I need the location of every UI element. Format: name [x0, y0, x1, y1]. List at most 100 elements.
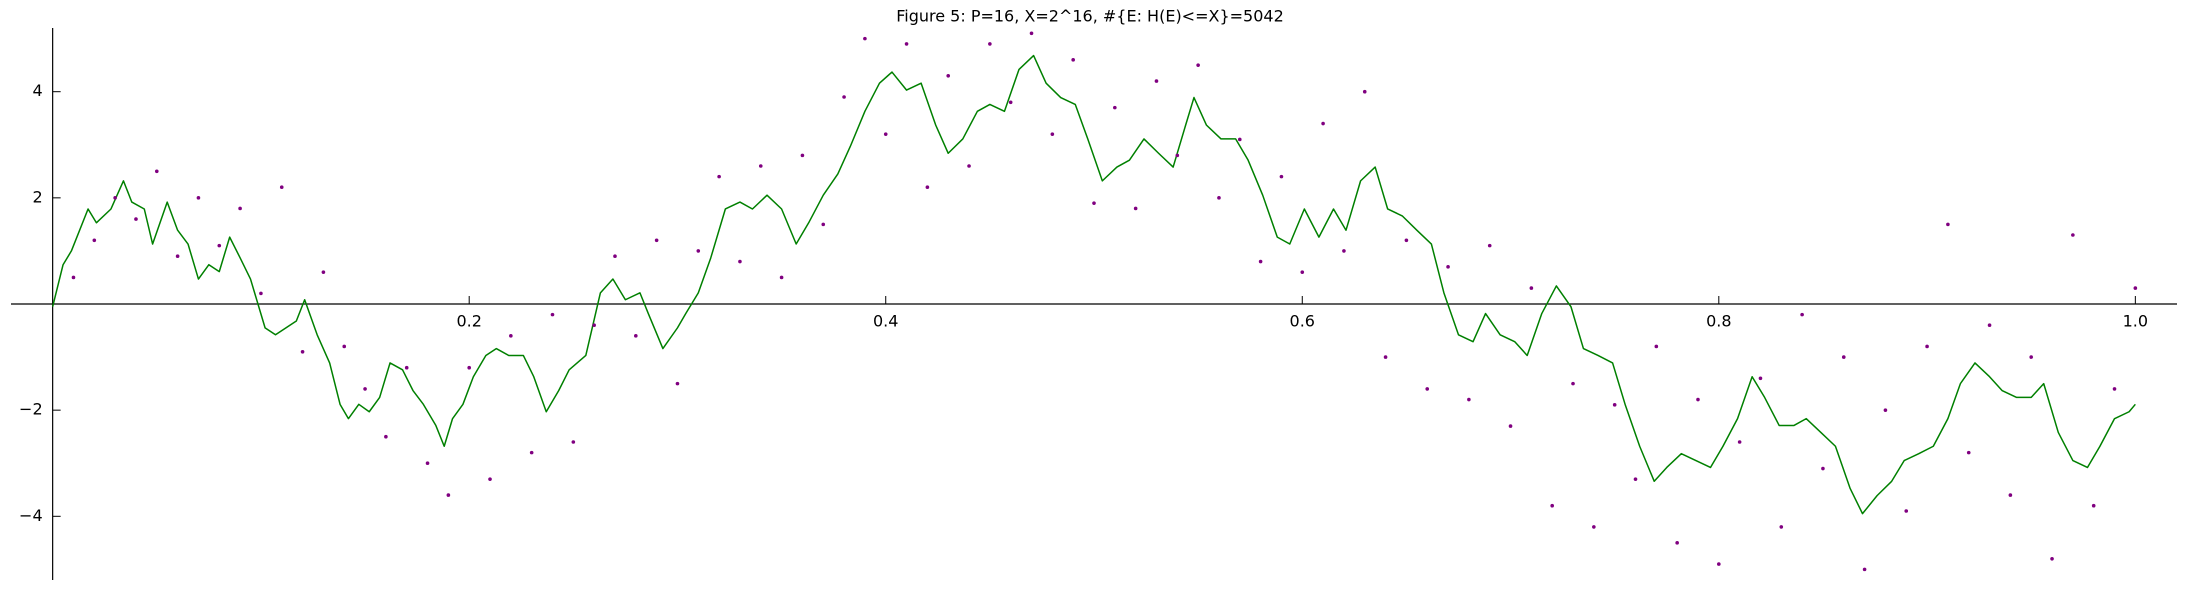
data-point	[300, 349, 305, 354]
data-point	[529, 450, 534, 455]
data-point	[1717, 562, 1721, 566]
data-point	[1300, 270, 1305, 274]
data-point	[1321, 121, 1325, 126]
data-point	[758, 164, 763, 168]
data-point	[1508, 424, 1513, 428]
y-tick-label: 4	[32, 81, 42, 100]
data-point	[1779, 525, 1784, 529]
data-point	[1987, 323, 1992, 328]
data-point	[696, 249, 701, 253]
data-point	[217, 243, 222, 248]
y-tick-label: 2	[32, 187, 42, 206]
data-point	[2029, 355, 2034, 359]
data-point	[550, 312, 555, 317]
data-point	[363, 387, 367, 391]
x-tick-label: 0.4	[873, 312, 898, 331]
data-point	[1362, 89, 1367, 94]
data-point	[467, 365, 471, 370]
x-tick-label: 1.0	[2123, 312, 2148, 331]
data-point	[1925, 344, 1929, 349]
data-point	[1383, 355, 1388, 359]
data-point	[1654, 344, 1659, 349]
data-point	[1113, 105, 1117, 110]
data-point	[613, 254, 617, 259]
data-point	[134, 217, 138, 221]
data-point	[342, 344, 347, 349]
data-point	[1737, 440, 1742, 444]
data-point	[1571, 381, 1575, 386]
data-point	[1946, 222, 1950, 227]
data-point	[571, 440, 576, 444]
data-point	[2112, 387, 2117, 391]
data-point	[113, 196, 117, 200]
data-point	[1008, 100, 1013, 105]
data-point	[1404, 238, 1409, 243]
data-point	[2091, 503, 2096, 508]
data-point	[863, 36, 867, 41]
data-point	[238, 206, 242, 211]
data-point	[883, 132, 888, 136]
data-point	[446, 493, 451, 497]
data-point	[1133, 206, 1138, 211]
data-point	[509, 334, 513, 338]
data-point	[71, 275, 76, 280]
data-point	[946, 73, 951, 78]
data-point	[1217, 196, 1221, 200]
data-point	[654, 238, 659, 243]
data-point	[1446, 265, 1450, 269]
data-point	[842, 95, 846, 99]
data-point	[1633, 477, 1638, 481]
data-point	[717, 174, 721, 179]
data-point	[821, 222, 826, 227]
data-point	[1279, 174, 1284, 179]
data-point	[1529, 286, 1534, 290]
data-point	[1800, 312, 1804, 317]
data-point	[1966, 450, 1971, 455]
data-point	[1425, 387, 1430, 391]
data-point	[1821, 466, 1825, 471]
data-point	[154, 169, 159, 174]
data-point	[1862, 567, 1867, 572]
data-point	[592, 323, 596, 328]
data-point	[404, 365, 409, 370]
data-point	[1467, 397, 1471, 402]
data-point	[2008, 493, 2013, 497]
data-point	[1154, 79, 1159, 83]
data-point	[904, 42, 909, 46]
data-point	[1175, 153, 1180, 158]
data-point	[259, 291, 263, 296]
data-point	[1487, 243, 1492, 248]
data-point	[1904, 509, 1909, 513]
data-point	[1550, 503, 1554, 508]
data-point	[2071, 233, 2075, 237]
y-tick-label: −4	[19, 506, 43, 525]
data-point	[279, 185, 284, 190]
data-point	[2133, 286, 2138, 290]
y-tick-label: −2	[19, 400, 43, 419]
chart-title: Figure 5: P=16, X=2^16, #{E: H(E)<=X}=50…	[896, 7, 1284, 26]
data-point	[738, 259, 742, 264]
data-point	[1841, 355, 1846, 359]
data-point	[1029, 31, 1034, 36]
data-point	[967, 164, 971, 168]
data-point	[1883, 408, 1888, 412]
data-point	[634, 334, 638, 338]
data-point	[925, 185, 930, 190]
data-point	[1758, 376, 1763, 381]
data-point	[1612, 403, 1617, 407]
data-point	[1237, 137, 1242, 142]
data-point	[321, 270, 326, 274]
data-point	[1092, 201, 1096, 205]
data-line	[51, 54, 2136, 515]
data-point	[1196, 63, 1200, 67]
data-point	[779, 275, 784, 280]
data-point	[92, 238, 97, 243]
data-point	[384, 434, 388, 439]
data-point	[800, 153, 805, 158]
data-point	[1050, 132, 1055, 136]
data-point	[1342, 249, 1346, 253]
data-point	[175, 254, 180, 259]
data-point	[196, 196, 201, 200]
data-point	[1071, 58, 1075, 62]
